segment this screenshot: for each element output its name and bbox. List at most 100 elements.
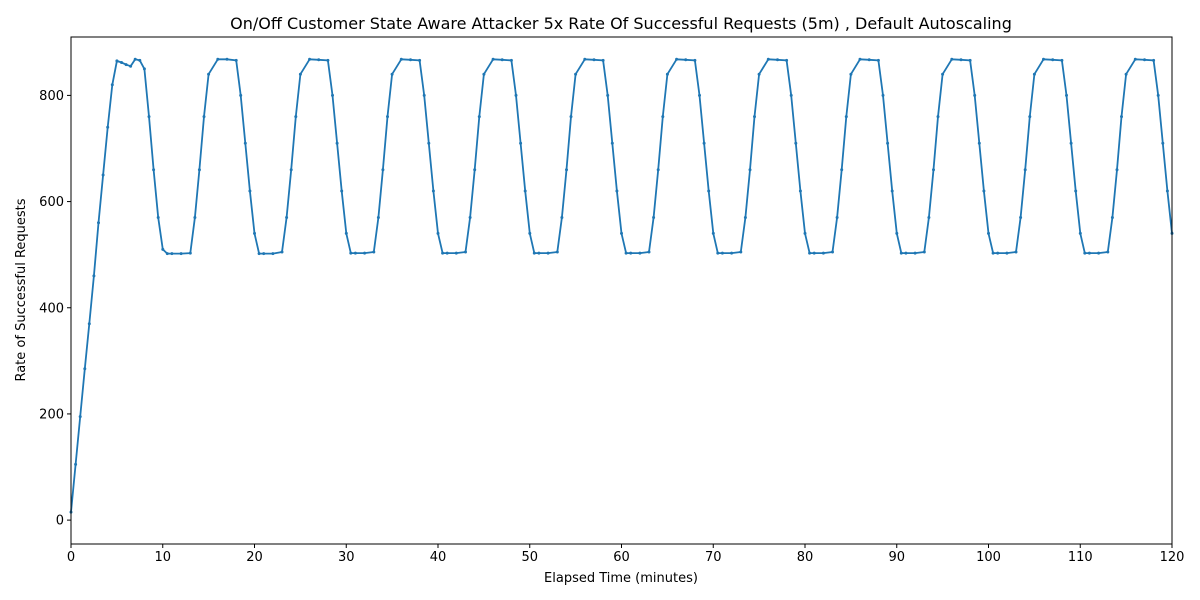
data-point: [418, 58, 422, 62]
data-point: [904, 251, 908, 255]
data-point: [546, 251, 550, 255]
data-point: [92, 274, 96, 278]
data-point: [913, 251, 917, 255]
data-point: [1083, 251, 1087, 255]
y-tick-label: 0: [56, 514, 64, 529]
data-point: [730, 251, 734, 255]
chart-title: On/Off Customer State Aware Attacker 5x …: [230, 14, 1012, 33]
data-point: [436, 231, 440, 235]
data-point: [698, 93, 701, 97]
data-point: [661, 115, 665, 119]
data-point: [188, 251, 192, 255]
data-point: [353, 251, 357, 255]
data-point: [445, 251, 449, 255]
data-point: [106, 125, 110, 129]
data-point: [335, 141, 339, 145]
data-point: [922, 250, 926, 254]
data-point: [161, 247, 165, 251]
data-point: [441, 251, 445, 255]
data-point: [1156, 93, 1160, 97]
data-point: [560, 216, 564, 219]
x-tick-label: 50: [521, 550, 538, 565]
plot-area: [69, 57, 1174, 514]
data-point: [1060, 58, 1064, 62]
data-point: [620, 231, 623, 235]
data-point: [74, 462, 78, 466]
data-point: [133, 57, 137, 61]
data-point: [83, 367, 87, 371]
x-tick-label: 120: [1160, 550, 1185, 565]
data-point: [1069, 141, 1073, 145]
data-point: [537, 251, 541, 255]
data-point: [124, 63, 128, 67]
data-point: [950, 57, 954, 61]
y-tick-label: 200: [39, 407, 64, 422]
data-point: [835, 216, 839, 219]
data-point: [386, 115, 389, 119]
data-point: [1161, 141, 1165, 145]
data-point: [675, 57, 679, 61]
data-point: [1014, 250, 1018, 254]
data-point: [977, 141, 981, 145]
data-point: [1143, 58, 1146, 62]
data-point: [1051, 58, 1055, 62]
data-point: [1087, 251, 1091, 255]
data-point: [285, 216, 289, 219]
data-point: [101, 173, 105, 177]
data-point: [610, 141, 614, 145]
data-point: [289, 168, 293, 172]
data-point: [743, 216, 747, 219]
data-point: [523, 189, 527, 193]
data-point: [766, 57, 770, 61]
data-point: [555, 250, 559, 254]
data-point: [372, 250, 376, 254]
data-point: [482, 72, 486, 76]
data-point: [1165, 189, 1169, 193]
data-point: [895, 231, 899, 235]
data-point: [422, 93, 426, 97]
data-point: [399, 57, 403, 61]
data-point: [973, 93, 977, 97]
data-point: [147, 115, 151, 119]
data-point: [519, 141, 523, 145]
data-point: [280, 250, 284, 254]
data-point: [647, 250, 651, 254]
data-point: [120, 61, 123, 64]
data-point: [376, 216, 380, 219]
data-point: [592, 58, 596, 62]
data-point: [808, 251, 812, 255]
data-point: [1028, 115, 1032, 119]
data-point: [876, 58, 880, 62]
data-point: [849, 72, 853, 76]
x-tick-label: 0: [67, 550, 75, 565]
data-point: [528, 231, 532, 235]
data-point: [1110, 216, 1114, 219]
data-point: [840, 168, 844, 172]
data-point: [1074, 189, 1078, 193]
data-point: [491, 57, 495, 61]
y-axis-title: Rate of Successful Requests: [14, 198, 29, 381]
data-point: [601, 58, 605, 62]
data-point: [716, 251, 720, 255]
data-point: [821, 251, 825, 255]
y-tick-label: 600: [39, 195, 64, 210]
data-point: [583, 57, 587, 61]
data-point: [881, 93, 885, 97]
data-point: [1065, 93, 1068, 97]
data-point: [271, 252, 275, 256]
data-point: [294, 115, 298, 119]
data-point: [78, 415, 82, 419]
data-point: [1005, 251, 1009, 255]
data-point: [179, 252, 183, 256]
data-point: [1120, 115, 1123, 119]
data-point: [785, 58, 789, 62]
data-point: [129, 64, 133, 68]
data-point: [253, 231, 256, 235]
data-point: [757, 72, 761, 76]
data-point: [1078, 231, 1082, 235]
x-tick-label: 60: [613, 550, 630, 565]
data-point: [509, 58, 513, 62]
data-point: [574, 72, 578, 76]
data-point: [987, 231, 990, 235]
data-point: [739, 250, 743, 254]
